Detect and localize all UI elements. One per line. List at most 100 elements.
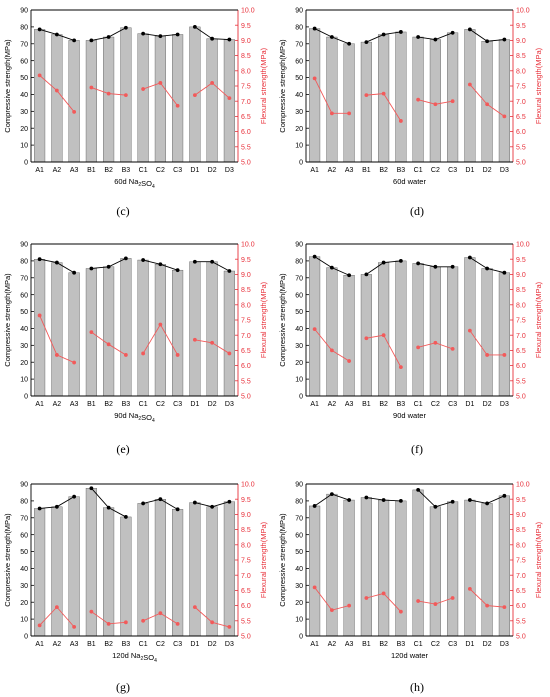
compressive-point <box>467 498 472 502</box>
category-label: B2 <box>379 641 388 648</box>
right-tick-label: 9.0 <box>516 272 526 279</box>
compressive-point <box>381 32 386 37</box>
flexural-point <box>416 97 421 102</box>
right-tick-label: 7.0 <box>516 99 526 106</box>
right-tick-label: 7.5 <box>516 318 526 325</box>
compressive-point <box>433 264 438 269</box>
right-tick-label: 7.5 <box>516 84 526 91</box>
left-tick-label: 40 <box>295 326 303 333</box>
flexural-point <box>347 359 352 363</box>
compressive-point <box>347 273 352 278</box>
flexural-point <box>158 81 163 85</box>
flexural-point <box>381 591 386 596</box>
x-axis-title: 60d Na2SO4 <box>114 177 155 190</box>
left-tick-label: 30 <box>20 109 28 116</box>
right-tick-label: 8.5 <box>516 287 526 294</box>
left-tick-label: 60 <box>295 58 303 65</box>
category-label: C2 <box>156 641 165 648</box>
right-tick-label: 7.5 <box>241 84 251 91</box>
category-label: C1 <box>414 167 423 174</box>
category-label: B2 <box>379 401 388 408</box>
category-label: C2 <box>156 401 165 408</box>
category-label: B1 <box>362 641 371 648</box>
left-tick-label: 10 <box>295 377 303 384</box>
compressive-point <box>485 266 490 271</box>
left-axis-title: Compressive strength(MPa) <box>3 39 12 133</box>
compressive-point <box>347 498 352 502</box>
compressive-point <box>502 493 507 498</box>
compressive-point <box>210 259 215 264</box>
compressive-point <box>398 258 403 263</box>
flexural-point <box>192 337 197 342</box>
right-tick-label: 9.0 <box>241 512 251 519</box>
compressive-point <box>312 504 317 508</box>
right-tick-label: 8.5 <box>516 527 526 534</box>
right-tick-label: 6.0 <box>241 603 251 610</box>
right-tick-label: 8.0 <box>241 302 251 309</box>
left-tick-label: 80 <box>20 258 28 265</box>
compressive-point <box>364 495 369 500</box>
compressive-point <box>89 486 94 491</box>
right-tick-label: 8.5 <box>241 53 251 60</box>
category-label: D3 <box>500 641 509 648</box>
compressive-bar <box>360 41 372 163</box>
compressive-point <box>467 27 472 32</box>
right-tick-label: 5.5 <box>516 618 526 625</box>
flexural-point <box>433 602 438 606</box>
flexural-point <box>123 620 128 625</box>
flexural-point <box>123 353 128 357</box>
chart-panel-c: 0 10 20 30 40 50 60 70 80 90 5.0 5.5 6.0 6.5 7.0 7.5 8.0… <box>3 8 268 190</box>
flexural-point <box>467 82 472 87</box>
flexural-point <box>106 342 111 347</box>
compressive-point <box>347 41 352 46</box>
category-label: C1 <box>139 167 148 174</box>
flexural-point <box>416 345 421 350</box>
right-tick-label: 7.0 <box>516 573 526 580</box>
panel-label-c: (c) <box>116 204 130 218</box>
left-tick-label: 60 <box>295 532 303 539</box>
compressive-bar <box>360 497 372 637</box>
chart-panel-h: 0 10 20 30 40 50 60 70 80 90 5.0 5.5 6.0 6.5 7.0 7.5 8.0… <box>278 482 543 660</box>
right-tick-label: 9.5 <box>241 257 251 264</box>
flexural-point <box>72 624 77 629</box>
compressive-bar <box>189 502 201 637</box>
compressive-point <box>192 259 197 264</box>
flexural-point <box>485 353 490 357</box>
left-tick-label: 80 <box>295 498 303 505</box>
category-label: A1 <box>310 167 319 174</box>
flexural-point <box>54 353 59 357</box>
right-tick-label: 9.0 <box>241 272 251 279</box>
flexural-point <box>398 609 403 614</box>
category-label: A2 <box>328 641 337 648</box>
compressive-bar <box>103 507 115 637</box>
right-tick-label: 6.0 <box>241 129 251 136</box>
right-tick-label: 5.0 <box>516 394 526 401</box>
compressive-bar <box>343 43 355 163</box>
flexural-point <box>450 346 455 351</box>
compressive-point <box>72 38 77 43</box>
compressive-point <box>433 37 438 42</box>
compressive-point <box>329 35 334 39</box>
left-tick-label: 70 <box>20 41 28 48</box>
flexural-point <box>210 81 215 85</box>
left-tick-label: 50 <box>295 549 303 556</box>
panel-label-h: (h) <box>410 680 424 694</box>
x-axis-title: 60d water <box>393 177 426 186</box>
compressive-bar <box>395 500 407 637</box>
x-axis-title: 90d Na2SO4 <box>114 411 155 424</box>
flexural-point <box>450 99 455 104</box>
flexural-point <box>381 91 386 96</box>
compressive-bar <box>326 493 338 637</box>
compressive-point <box>158 262 163 267</box>
compressive-bar <box>103 36 115 163</box>
category-label: C2 <box>431 641 440 648</box>
left-tick-label: 70 <box>295 275 303 282</box>
flexural-point <box>467 328 472 333</box>
x-axis-title-subscript: 4 <box>154 658 157 664</box>
panel-label-g: (g) <box>116 680 130 694</box>
right-tick-label: 6.0 <box>241 363 251 370</box>
category-label: D2 <box>208 641 217 648</box>
compressive-bar <box>189 261 201 397</box>
flexural-point <box>123 93 128 98</box>
right-tick-label: 6.5 <box>516 588 526 595</box>
